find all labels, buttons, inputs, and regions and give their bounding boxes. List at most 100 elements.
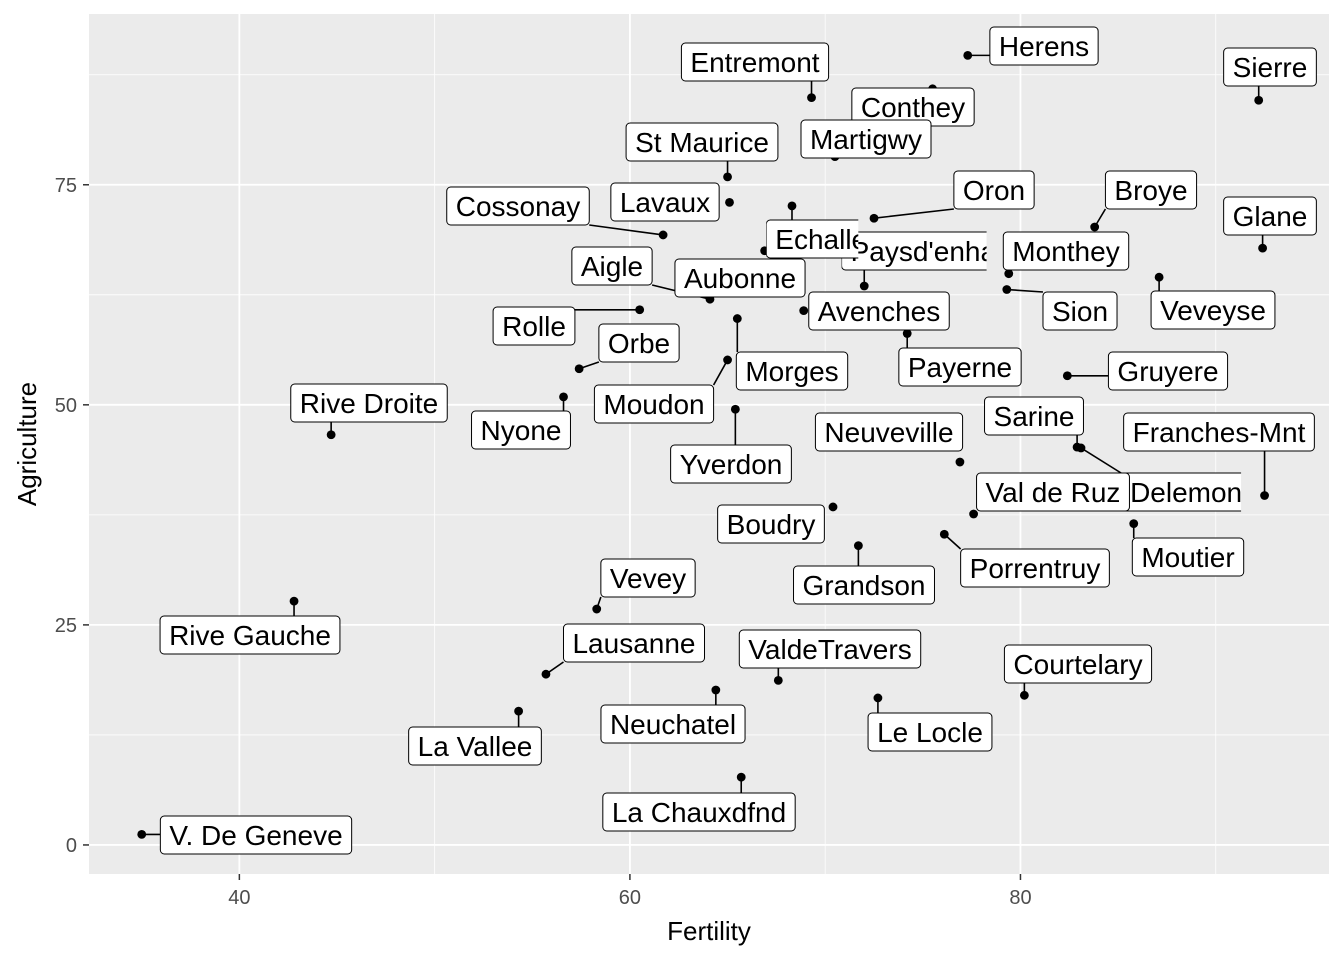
data-point bbox=[955, 457, 965, 467]
point-label-box bbox=[989, 26, 1099, 66]
data-point bbox=[799, 306, 809, 316]
point-label-box bbox=[960, 548, 1110, 588]
point-label: ValdeTravers bbox=[738, 629, 922, 669]
point-label: Gruyere bbox=[1107, 351, 1229, 391]
point-label-box bbox=[867, 712, 993, 752]
leader-line bbox=[873, 208, 954, 220]
point-label: Rolle bbox=[492, 306, 576, 346]
point-label-text: Gruyere bbox=[1117, 356, 1218, 387]
point-label-text: St Maurice bbox=[635, 127, 769, 158]
point-label: Nyone bbox=[471, 410, 571, 450]
point-label-text: Aigle bbox=[581, 251, 643, 282]
point-label: Vevey bbox=[600, 558, 696, 598]
point-label-box bbox=[593, 384, 715, 424]
data-point bbox=[732, 314, 742, 323]
point-label: Yverdon bbox=[670, 444, 792, 484]
data-point bbox=[969, 509, 978, 519]
data-point bbox=[1154, 272, 1164, 282]
y-axis-ticks: 0 25 50 75 bbox=[55, 175, 89, 857]
data-point bbox=[1090, 222, 1100, 232]
leader-line bbox=[1080, 447, 1122, 474]
point-label: St Maurice bbox=[625, 122, 779, 162]
point-label-text: La Vallee bbox=[418, 731, 533, 762]
data-point bbox=[541, 669, 551, 679]
point-label-box bbox=[625, 122, 779, 162]
point-label-text: Aubonne bbox=[684, 263, 796, 294]
point-label-box bbox=[814, 412, 964, 452]
data-point bbox=[592, 604, 602, 614]
point-label-box bbox=[159, 815, 353, 855]
data-point bbox=[725, 197, 734, 207]
data-point bbox=[1129, 519, 1139, 529]
point-label-text: Payerne bbox=[908, 352, 1012, 383]
leader-line bbox=[1006, 288, 1044, 293]
data-point bbox=[773, 675, 783, 685]
point-label-text: V. De Geneve bbox=[169, 820, 342, 851]
point-label-text: Le Locle bbox=[877, 717, 983, 748]
data-point bbox=[1002, 285, 1012, 294]
point-label: Rive Droite bbox=[290, 383, 448, 423]
y-axis-title: Agriculture bbox=[12, 382, 42, 506]
point-label-box bbox=[766, 219, 859, 259]
point-label: Payerne bbox=[898, 347, 1022, 387]
point-label-box bbox=[562, 623, 706, 663]
point-label: Entremont bbox=[680, 42, 830, 82]
x-tick-label: 40 bbox=[228, 887, 250, 909]
data-point bbox=[1072, 442, 1082, 452]
point-label-text: Delemont bbox=[1130, 477, 1250, 508]
point-label-box bbox=[670, 444, 792, 484]
point-label: Morges bbox=[735, 351, 849, 391]
point-label-text: Sarine bbox=[994, 401, 1075, 432]
point-label: Boudry bbox=[717, 504, 825, 544]
point-label: Sion bbox=[1042, 291, 1118, 331]
point-label-box bbox=[600, 704, 746, 744]
data-point bbox=[723, 172, 732, 182]
data-point bbox=[859, 281, 869, 291]
point-label-text: Entremont bbox=[690, 47, 819, 78]
point-label-box bbox=[1150, 290, 1276, 330]
point-label-text: Sion bbox=[1052, 296, 1108, 327]
point-label-text: Lavaux bbox=[620, 187, 710, 218]
point-label-box bbox=[1121, 472, 1242, 512]
point-label: Grandson bbox=[793, 565, 935, 605]
point-label-box bbox=[1123, 412, 1315, 452]
data-point bbox=[711, 685, 721, 695]
point-label: Cossonay bbox=[446, 186, 590, 226]
point-label: Martigwy bbox=[800, 119, 932, 159]
point-label-text: Rive Gauche bbox=[169, 620, 331, 651]
data-point bbox=[514, 706, 524, 716]
point-label-box bbox=[1107, 351, 1229, 391]
point-label-box bbox=[571, 246, 653, 286]
point-label: Moudon bbox=[593, 384, 715, 424]
point-label-text: Moutier bbox=[1141, 542, 1234, 573]
point-label-text: Porrentruy bbox=[970, 553, 1101, 584]
point-label-text: Conthey bbox=[861, 92, 965, 123]
data-point bbox=[1019, 690, 1029, 700]
point-label-box bbox=[1003, 644, 1153, 684]
point-label: Sierre bbox=[1223, 47, 1317, 87]
point-label-box bbox=[674, 258, 806, 298]
point-label: Veveyse bbox=[1150, 290, 1276, 330]
point-label: Orbe bbox=[598, 323, 680, 363]
data-point bbox=[1004, 269, 1014, 279]
point-label-box bbox=[1131, 537, 1245, 577]
point-label-box bbox=[808, 291, 950, 331]
point-label: Oron bbox=[953, 170, 1035, 210]
point-label: La Chauxdfnd bbox=[602, 792, 796, 832]
point-label: Delemont bbox=[1121, 472, 1250, 512]
point-label: Conthey bbox=[851, 87, 975, 127]
point-label-box bbox=[1002, 231, 1130, 271]
point-label: Lausanne bbox=[562, 623, 706, 663]
point-label-text: Neuchatel bbox=[610, 709, 736, 740]
point-label: Le Locle bbox=[867, 712, 993, 752]
point-label-box bbox=[984, 396, 1084, 436]
data-point bbox=[869, 213, 879, 223]
x-tick-label: 80 bbox=[1009, 887, 1031, 909]
point-label-box bbox=[841, 231, 987, 271]
point-label: Echallens bbox=[766, 219, 859, 259]
data-point bbox=[902, 329, 912, 338]
point-label-box bbox=[898, 347, 1022, 387]
point-label-text: Monthey bbox=[1012, 236, 1119, 267]
data-point bbox=[326, 430, 336, 440]
point-label-box bbox=[1104, 170, 1198, 210]
